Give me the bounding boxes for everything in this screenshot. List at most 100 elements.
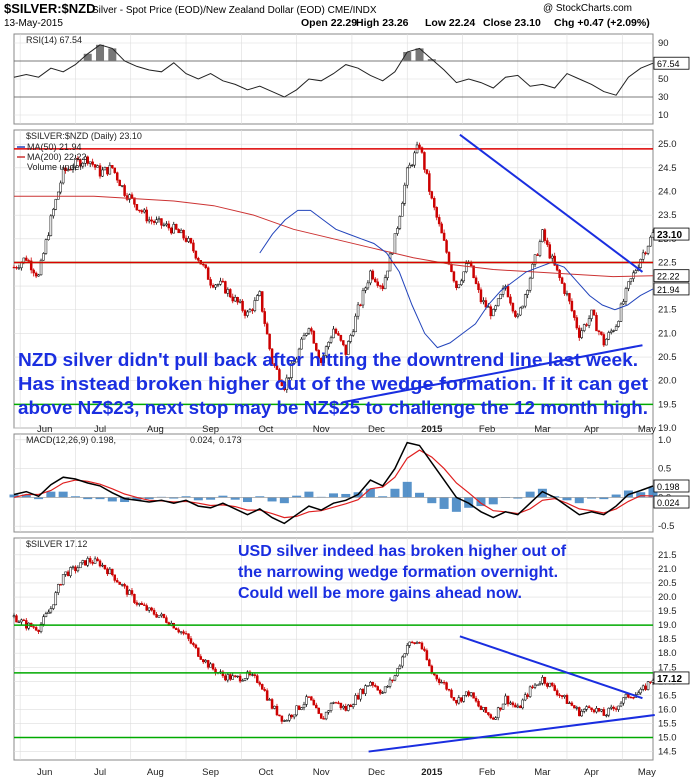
nzd-candle-body: [150, 219, 153, 222]
nzd-candle-body: [25, 257, 28, 261]
nzd-candle-body: [403, 184, 407, 204]
usd-candle-body: [20, 619, 23, 623]
nzd-candle-body: [423, 152, 426, 170]
nzd-candle-body: [555, 265, 559, 271]
usd-candle-body: [356, 695, 360, 700]
usd-candle-body: [428, 659, 431, 667]
nzd-candle-body: [472, 265, 475, 279]
last-value-box: [653, 282, 690, 296]
nzd-candle-body: [125, 195, 129, 200]
usd-candle-body: [415, 642, 419, 644]
x-tick-label-nzd: Dec: [368, 424, 385, 435]
nzd-candle-body: [273, 363, 276, 367]
y-tick-label: 90: [658, 38, 669, 49]
nzd-candle-body: [482, 300, 485, 303]
usd-candle-body: [59, 584, 62, 586]
x-tick-label-nzd: Jun: [37, 424, 52, 435]
usd-candle-body: [587, 706, 591, 709]
nzd-candle-body: [54, 199, 58, 210]
usd-candle-body: [484, 707, 488, 713]
usd-candle-body: [292, 714, 296, 718]
macd-histogram-bar: [365, 488, 375, 498]
usd-candle-body: [204, 660, 207, 663]
rsi-title: RSI(14) 67.54: [26, 35, 82, 45]
usd-candle-body: [246, 671, 249, 679]
nzd-candle-body: [111, 165, 114, 169]
nzd-candle-body: [32, 269, 35, 274]
usd-candle-body: [533, 684, 537, 688]
y-tick-label: 0.5: [658, 464, 671, 475]
nzd-candle-body: [236, 297, 239, 303]
usd-candle-body: [528, 686, 532, 697]
usd-candle-body: [111, 568, 114, 576]
nzd-candle-body: [84, 156, 87, 164]
nzd-candle-body: [108, 165, 112, 175]
usd-candle-body: [52, 604, 55, 609]
nzd-candle-body: [578, 327, 581, 338]
nzd-candle-body: [563, 283, 566, 294]
usd-candle-body: [590, 707, 593, 711]
usd-candle-body: [91, 561, 94, 564]
usd-candle-body: [152, 609, 156, 615]
nzd-candle-body: [523, 294, 527, 307]
usd-candle-body: [147, 607, 151, 611]
usd-candle-body: [624, 693, 628, 698]
nzd-candle-body: [570, 300, 574, 311]
y-tick-label: 19.0: [658, 423, 677, 434]
nzd-candle-body: [398, 216, 402, 229]
usd-candle-body: [140, 603, 144, 606]
nzd-candle-body: [531, 263, 534, 279]
y-tick-label: 16.5: [658, 690, 677, 701]
x-tick-label-nzd: May: [638, 424, 656, 435]
nzd-candle-body: [580, 330, 583, 338]
nzd-candle-body: [241, 300, 244, 311]
usd-candle-body: [42, 616, 45, 625]
nzd-candle-body: [300, 338, 303, 350]
nzd-candle-body: [499, 294, 502, 300]
nzd-candle-body: [546, 240, 549, 245]
nzd-candle-body: [560, 277, 564, 284]
nzd-candle-body: [172, 223, 175, 234]
rsi-overbought-fill: [96, 44, 105, 61]
nzd-candle-body: [538, 241, 542, 256]
nzd-candle-body: [305, 332, 308, 336]
usd-candle-body: [285, 720, 289, 722]
macd-histogram-bar: [132, 497, 142, 501]
usd-candle-body: [388, 679, 392, 687]
x-tick-label: Oct: [259, 767, 274, 778]
y-tick-label: 20.0: [658, 376, 677, 387]
usd-price-panel: 14.515.015.516.016.517.017.518.018.519.0…: [12, 537, 690, 761]
nzd-candle-body: [170, 227, 173, 234]
nzd-candle-body: [69, 169, 72, 171]
nzd-candle-body: [52, 209, 55, 217]
usd-candle-body: [641, 685, 645, 690]
nzd-candle-body: [413, 152, 416, 166]
x-tick-label-nzd: Aug: [147, 424, 164, 435]
usd-candle-body: [359, 688, 362, 700]
usd-candle-body: [550, 682, 554, 686]
nzd-candle-body: [288, 377, 291, 379]
nzd-candle-body: [452, 271, 456, 282]
usd-candle-body: [302, 704, 306, 708]
rsi-overbought-fill: [427, 59, 436, 61]
usd-candle-body: [386, 686, 389, 688]
usd-candle-body: [15, 615, 18, 623]
usd-candle-body: [351, 704, 355, 708]
nzd-candle-body: [120, 185, 124, 187]
usd-candle-body: [617, 705, 620, 710]
nzd-candle-body: [297, 348, 301, 360]
nzd-annotation-line: above NZ$23, next stop may be NZ$25 to c…: [18, 398, 648, 418]
usd-candle-body: [374, 685, 377, 687]
macd-histogram-bar: [525, 491, 535, 498]
usd-candle-body: [369, 682, 372, 686]
usd-candle-body: [504, 695, 507, 705]
y-tick-label: 20.0: [658, 592, 677, 603]
nzd-candle-body: [238, 300, 242, 303]
last-value-label: 0.024: [657, 498, 680, 508]
low-value: Low 22.24: [425, 17, 475, 29]
macd-histogram-bar: [206, 497, 216, 500]
nzd-candle-body: [553, 255, 556, 266]
change-value: Chg +0.47 (+2.09%): [554, 17, 650, 29]
usd-candle-body: [582, 709, 586, 712]
